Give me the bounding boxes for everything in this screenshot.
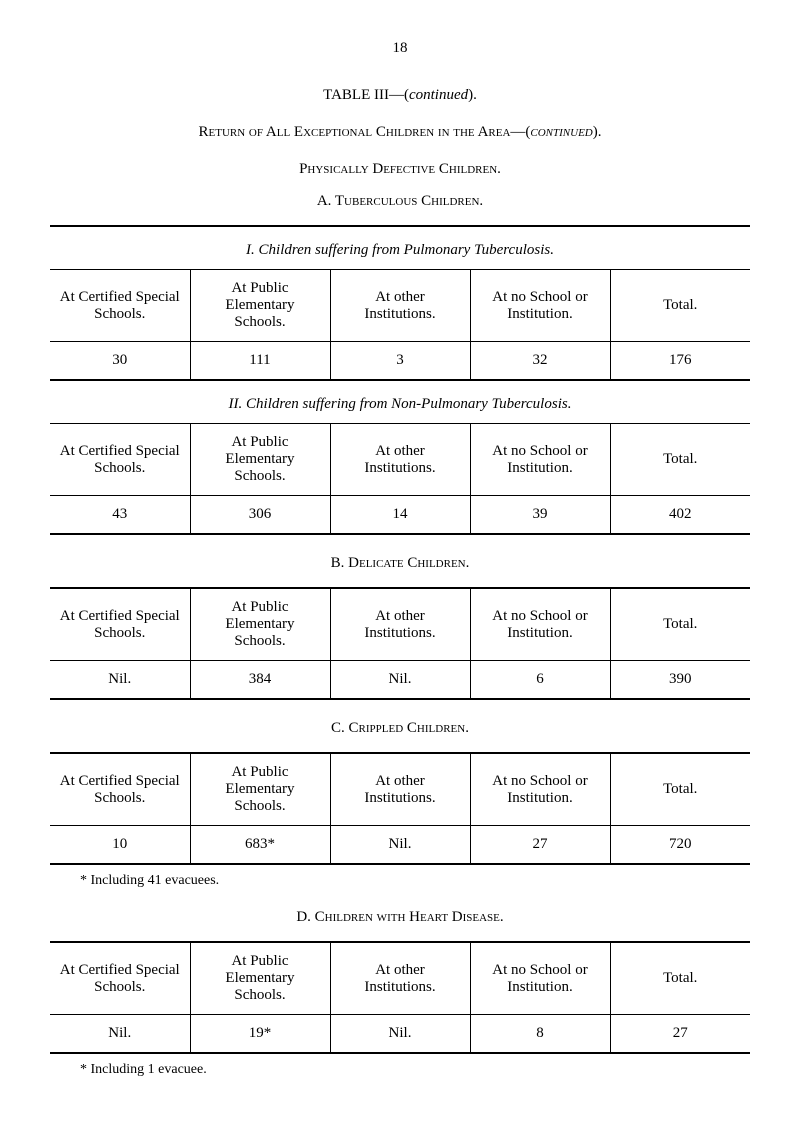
- col-header: At Public Elementary Schools.: [190, 589, 330, 661]
- table-delicate: At Certified Special Schools. At Public …: [50, 589, 750, 698]
- cell: Nil.: [50, 1015, 190, 1053]
- table-header-row: At Certified Special Schools. At Public …: [50, 943, 750, 1015]
- continued-text: continued: [409, 87, 468, 103]
- col-header: At other Institutions.: [330, 589, 470, 661]
- table-title: TABLE III—(continued).: [50, 87, 750, 104]
- cell: 402: [610, 496, 750, 534]
- col-header: Total.: [610, 589, 750, 661]
- cell: 720: [610, 826, 750, 864]
- table-header-row: At Certified Special Schools. At Public …: [50, 270, 750, 342]
- cell: Nil.: [50, 661, 190, 699]
- col-header: At no School or Institution.: [470, 754, 610, 826]
- return-title: Return of All Exceptional Children in th…: [50, 124, 750, 141]
- cell: 27: [610, 1015, 750, 1053]
- col-header: Total.: [610, 943, 750, 1015]
- cell: 384: [190, 661, 330, 699]
- cell: 19*: [190, 1015, 330, 1053]
- col-header: At other Institutions.: [330, 424, 470, 496]
- table-nonpulmonary: At Certified Special Schools. At Public …: [50, 424, 750, 533]
- table-row: 10 683* Nil. 27 720: [50, 826, 750, 864]
- col-header: At Certified Special Schools.: [50, 270, 190, 342]
- cell: Nil.: [330, 826, 470, 864]
- physically-defective-heading: Physically Defective Children.: [50, 161, 750, 178]
- cell: 176: [610, 342, 750, 380]
- col-header: At Public Elementary Schools.: [190, 270, 330, 342]
- table-title-prefix: TABLE III—(: [323, 87, 409, 103]
- page-number: 18: [50, 40, 750, 57]
- cell: 39: [470, 496, 610, 534]
- cell: 6: [470, 661, 610, 699]
- cell: 14: [330, 496, 470, 534]
- cell: 32: [470, 342, 610, 380]
- col-header: At other Institutions.: [330, 270, 470, 342]
- cell: 27: [470, 826, 610, 864]
- table-header-row: At Certified Special Schools. At Public …: [50, 589, 750, 661]
- table-heart: At Certified Special Schools. At Public …: [50, 943, 750, 1052]
- heading-ii: II. Children suffering from Non-Pulmonar…: [50, 396, 750, 413]
- col-header: At no School or Institution.: [470, 270, 610, 342]
- cell: 390: [610, 661, 750, 699]
- col-header: At Public Elementary Schools.: [190, 754, 330, 826]
- col-header: At Public Elementary Schools.: [190, 943, 330, 1015]
- cell: 10: [50, 826, 190, 864]
- col-header: At other Institutions.: [330, 943, 470, 1015]
- table-row: 43 306 14 39 402: [50, 496, 750, 534]
- section-b-heading: B. Delicate Children.: [50, 555, 750, 572]
- col-header: Total.: [610, 270, 750, 342]
- col-header: At no School or Institution.: [470, 943, 610, 1015]
- col-header: At Certified Special Schools.: [50, 589, 190, 661]
- table-crippled: At Certified Special Schools. At Public …: [50, 754, 750, 863]
- cell: 43: [50, 496, 190, 534]
- cell: 8: [470, 1015, 610, 1053]
- section-c-heading: C. Crippled Children.: [50, 720, 750, 737]
- continued-text-2: continued: [530, 124, 592, 140]
- cell: 3: [330, 342, 470, 380]
- col-header: At Public Elementary Schools.: [190, 424, 330, 496]
- heading-i: I. Children suffering from Pulmonary Tub…: [50, 242, 750, 259]
- cell: Nil.: [330, 661, 470, 699]
- section-a-heading: A. Tuberculous Children.: [50, 193, 750, 210]
- return-title-suffix: ).: [593, 124, 602, 140]
- footnote-d: * Including 1 evacuee.: [80, 1062, 750, 1078]
- col-header: At Certified Special Schools.: [50, 754, 190, 826]
- cell: 306: [190, 496, 330, 534]
- cell: 111: [190, 342, 330, 380]
- col-header: At other Institutions.: [330, 754, 470, 826]
- table-row: Nil. 384 Nil. 6 390: [50, 661, 750, 699]
- table-row: Nil. 19* Nil. 8 27: [50, 1015, 750, 1053]
- col-header: Total.: [610, 424, 750, 496]
- table-header-row: At Certified Special Schools. At Public …: [50, 754, 750, 826]
- table-header-row: At Certified Special Schools. At Public …: [50, 424, 750, 496]
- table-title-suffix: ).: [468, 87, 477, 103]
- footnote-c: * Including 41 evacuees.: [80, 873, 750, 889]
- section-d-heading: D. Children with Heart Disease.: [50, 909, 750, 926]
- col-header: At no School or Institution.: [470, 589, 610, 661]
- table-row: 30 111 3 32 176: [50, 342, 750, 380]
- cell: 30: [50, 342, 190, 380]
- table-pulmonary: At Certified Special Schools. At Public …: [50, 270, 750, 379]
- cell: Nil.: [330, 1015, 470, 1053]
- return-title-text: Return of All Exceptional Children in th…: [199, 124, 531, 140]
- cell: 683*: [190, 826, 330, 864]
- col-header: At Certified Special Schools.: [50, 424, 190, 496]
- col-header: Total.: [610, 754, 750, 826]
- col-header: At Certified Special Schools.: [50, 943, 190, 1015]
- col-header: At no School or Institution.: [470, 424, 610, 496]
